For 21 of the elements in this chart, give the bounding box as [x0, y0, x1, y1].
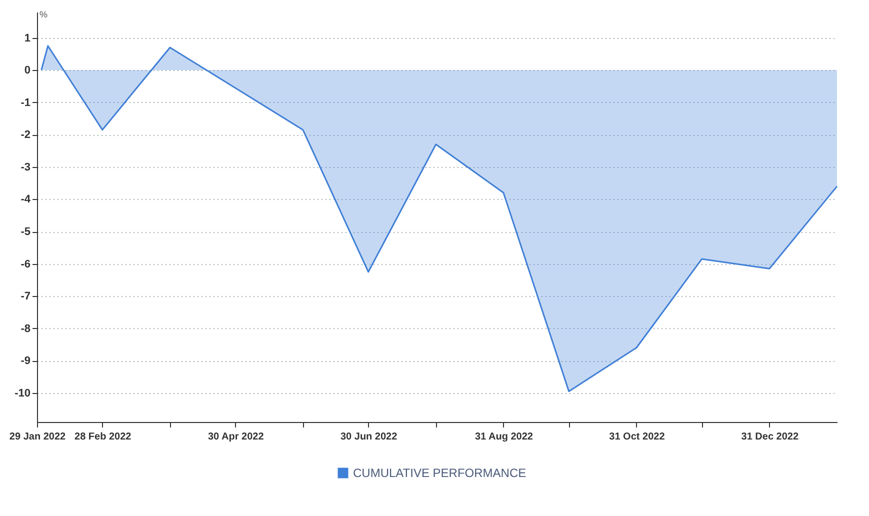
y-tick-label: -3 [20, 161, 30, 174]
x-tick-label: 31 Aug 2022 [474, 432, 534, 442]
legend-label: CUMULATIVE PERFORMANCE [353, 466, 526, 480]
y-axis-title: % [40, 10, 48, 20]
y-tick-label: 0 [24, 64, 30, 77]
y-tick-label: -4 [20, 194, 32, 206]
y-tick-label: -10 [14, 387, 30, 400]
x-tick-label: 31 Oct 2022 [609, 432, 666, 442]
y-tick-label: 1 [24, 32, 30, 44]
y-tick-label: -7 [20, 290, 30, 303]
x-tick-label: 31 Dec 2022 [741, 432, 799, 442]
x-tick-label: 29 Jan 2022 [9, 432, 66, 442]
x-tick-label: 30 Jun 2022 [340, 432, 398, 442]
y-tick-label: -6 [20, 258, 30, 270]
y-tick-label: -5 [20, 226, 30, 238]
x-tick-label: 30 Apr 2022 [208, 432, 264, 442]
y-tick-label: -2 [20, 129, 30, 142]
y-tick-label: -8 [20, 322, 30, 335]
y-tick-label: -1 [20, 96, 30, 109]
y-tick-label: -9 [20, 355, 30, 368]
x-tick-label: 28 Feb 2022 [74, 432, 132, 442]
